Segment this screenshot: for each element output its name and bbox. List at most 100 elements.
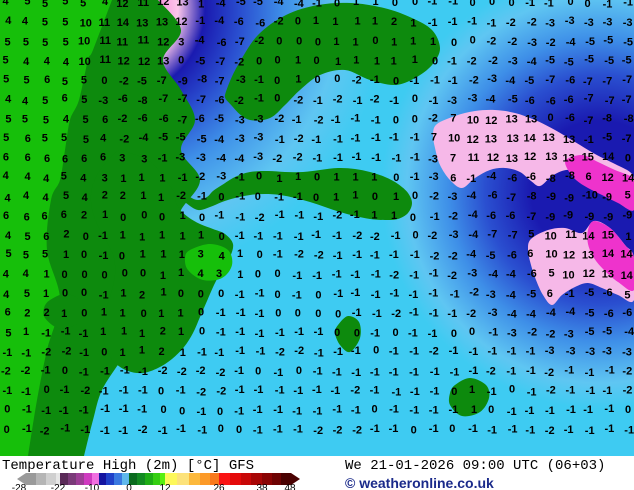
svg-text:-1: -1: [158, 152, 168, 164]
svg-text:15: 15: [602, 230, 614, 242]
svg-text:-3: -3: [235, 114, 245, 126]
svg-text:-1: -1: [293, 424, 303, 436]
svg-text:-1: -1: [274, 367, 284, 379]
svg-text:1: 1: [353, 54, 359, 66]
svg-text:-3: -3: [545, 345, 555, 357]
svg-text:-1: -1: [311, 134, 321, 146]
svg-text:-1: -1: [255, 308, 265, 320]
svg-text:-2: -2: [119, 75, 129, 87]
svg-text:-2: -2: [1, 365, 11, 377]
svg-text:-1: -1: [41, 364, 51, 376]
svg-text:7: 7: [431, 132, 437, 144]
svg-text:2: 2: [24, 308, 30, 320]
svg-text:-6: -6: [603, 287, 613, 299]
svg-text:-1: -1: [370, 328, 380, 340]
svg-text:-1: -1: [545, 405, 555, 417]
svg-text:1: 1: [100, 326, 106, 338]
svg-text:-1: -1: [525, 0, 535, 9]
svg-text:4: 4: [3, 289, 10, 301]
svg-text:0: 0: [81, 287, 87, 299]
svg-text:-2: -2: [314, 115, 324, 127]
svg-text:-7: -7: [235, 36, 245, 48]
svg-text:-2: -2: [177, 366, 187, 378]
svg-text:4: 4: [197, 268, 204, 280]
svg-text:-1: -1: [468, 423, 478, 435]
svg-text:-2: -2: [546, 328, 556, 340]
svg-text:-1: -1: [176, 385, 186, 397]
svg-text:1: 1: [353, 0, 359, 8]
svg-text:-1: -1: [389, 423, 399, 435]
svg-text:0: 0: [81, 249, 87, 261]
svg-text:-4: -4: [486, 171, 497, 183]
svg-text:14: 14: [582, 231, 595, 243]
svg-text:-1: -1: [350, 209, 360, 221]
svg-text:5: 5: [80, 0, 86, 9]
svg-text:0: 0: [101, 346, 107, 358]
svg-text:-1: -1: [449, 345, 459, 357]
svg-text:-1: -1: [428, 17, 438, 29]
svg-text:1: 1: [471, 404, 477, 416]
svg-text:13: 13: [505, 114, 517, 126]
svg-text:0: 0: [198, 288, 204, 300]
svg-text:1: 1: [177, 307, 183, 319]
svg-text:-7: -7: [527, 211, 537, 223]
svg-text:1: 1: [180, 210, 186, 222]
svg-text:1: 1: [410, 18, 416, 30]
svg-text:-1: -1: [99, 250, 109, 262]
svg-text:-4: -4: [506, 289, 517, 301]
svg-text:-9: -9: [178, 76, 188, 88]
svg-text:-1: -1: [295, 209, 305, 221]
svg-text:13: 13: [562, 153, 574, 165]
svg-text:4: 4: [22, 16, 29, 28]
svg-text:12: 12: [601, 172, 613, 184]
svg-text:1: 1: [120, 308, 126, 320]
svg-text:-1: -1: [428, 288, 438, 300]
svg-text:0: 0: [83, 231, 89, 243]
svg-text:14: 14: [523, 133, 536, 145]
svg-text:0: 0: [158, 385, 164, 397]
svg-text:0: 0: [313, 192, 319, 204]
svg-text:0: 0: [257, 249, 263, 261]
svg-text:-1: -1: [409, 306, 419, 318]
svg-text:-1: -1: [605, 365, 615, 377]
svg-text:0: 0: [44, 384, 50, 396]
svg-text:-7: -7: [622, 74, 632, 86]
svg-text:0: 0: [219, 231, 225, 243]
svg-text:-6: -6: [507, 172, 517, 184]
svg-text:-2: -2: [370, 231, 380, 243]
svg-text:-1: -1: [120, 365, 130, 377]
svg-text:-1: -1: [118, 425, 128, 437]
svg-text:3: 3: [216, 268, 222, 280]
svg-text:0: 0: [314, 74, 320, 86]
svg-text:1: 1: [391, 36, 397, 48]
svg-text:-2: -2: [234, 57, 244, 69]
svg-text:0: 0: [469, 0, 475, 9]
svg-text:5: 5: [23, 250, 29, 262]
svg-text:-5: -5: [508, 93, 518, 105]
svg-text:5: 5: [24, 231, 30, 243]
svg-text:1: 1: [355, 15, 361, 27]
svg-text:-5: -5: [236, 0, 246, 8]
svg-text:-7: -7: [157, 75, 167, 87]
svg-text:-9: -9: [545, 212, 555, 224]
svg-text:6: 6: [450, 173, 456, 185]
svg-text:-1: -1: [235, 289, 245, 301]
svg-text:-5: -5: [604, 55, 614, 67]
svg-text:4: 4: [5, 94, 12, 106]
svg-text:15: 15: [582, 152, 594, 164]
svg-text:-1: -1: [585, 425, 595, 437]
svg-text:1: 1: [139, 172, 145, 184]
svg-text:-3: -3: [602, 346, 612, 358]
svg-text:-8: -8: [565, 170, 575, 182]
svg-text:12: 12: [524, 151, 536, 163]
svg-text:6: 6: [3, 152, 9, 164]
svg-text:-1: -1: [429, 307, 439, 319]
svg-text:10: 10: [545, 248, 557, 260]
svg-text:-1: -1: [119, 403, 129, 415]
svg-text:-1: -1: [255, 288, 265, 300]
svg-text:0: 0: [4, 424, 10, 436]
svg-text:-1: -1: [21, 348, 31, 360]
svg-text:-1: -1: [332, 367, 342, 379]
svg-text:-6: -6: [546, 95, 556, 107]
svg-text:-2: -2: [488, 55, 498, 67]
